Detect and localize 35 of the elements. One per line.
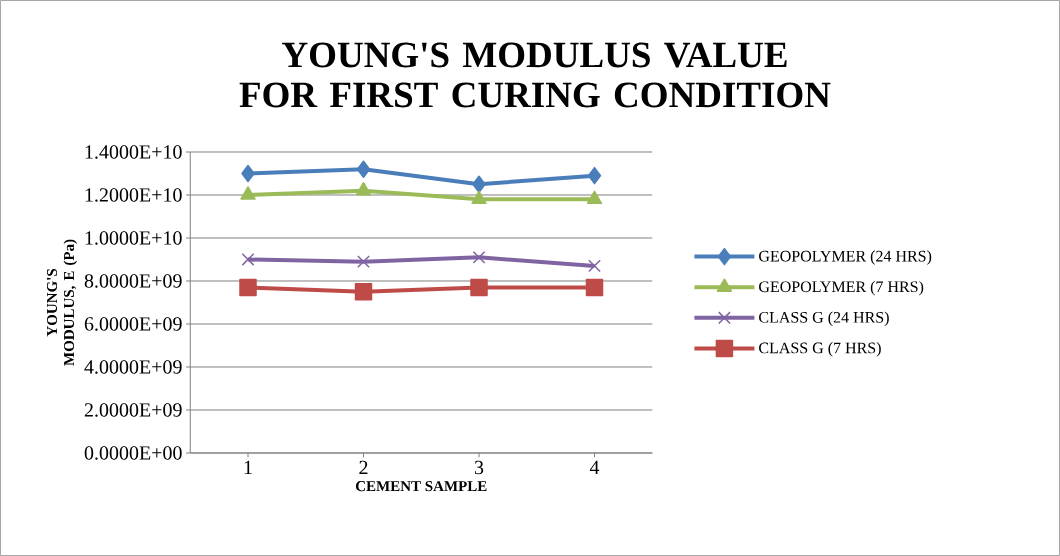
point <box>588 259 601 273</box>
chart-title: YOUNG'S MODULUS VALUE FOR FIRST CURING CONDITION <box>239 42 831 108</box>
point <box>241 164 255 183</box>
point <box>585 278 604 297</box>
legend-label: CLASS G (7 HRS) <box>759 342 881 357</box>
y-tick-label: 6.0000E+09 <box>84 317 182 331</box>
point <box>357 255 370 269</box>
x-tick-label: 3 <box>474 460 484 475</box>
point <box>472 175 486 193</box>
y-tick-label: 2.0000E+09 <box>84 403 182 417</box>
x-axis-title: CEMENT SAMPLE <box>355 481 487 492</box>
point <box>586 190 603 205</box>
y-axis-title: YOUNG'S MODULUS, E (Pa) <box>46 239 78 366</box>
x-tick-label: 1 <box>244 460 252 474</box>
y-tick-label: 1.4000E+10 <box>85 145 182 159</box>
legend-label: GEOPOLYMER (24 HRS) <box>759 250 932 265</box>
legend-label: CLASS G (24 HRS) <box>759 311 889 326</box>
y-tick-label: 4.0000E+09 <box>84 360 182 374</box>
y-tick-label: 0.0000E+00 <box>84 446 182 460</box>
point <box>239 278 257 297</box>
y-tick-label: 1.2000E+10 <box>85 188 182 202</box>
point <box>471 190 487 205</box>
point <box>241 253 255 266</box>
point <box>472 250 486 264</box>
point <box>354 282 373 301</box>
point <box>240 186 256 200</box>
legend-label: GEOPOLYMER (7 HRS) <box>759 280 924 296</box>
point <box>355 181 372 196</box>
y-tick-label: 8.0000E+09 <box>84 274 182 288</box>
y-tick-label: 1.0000E+10 <box>85 231 182 245</box>
point <box>356 160 371 178</box>
x-tick-label: 2 <box>359 460 368 475</box>
point <box>587 166 602 185</box>
point <box>470 278 488 297</box>
x-tick-label: 4 <box>589 460 600 474</box>
